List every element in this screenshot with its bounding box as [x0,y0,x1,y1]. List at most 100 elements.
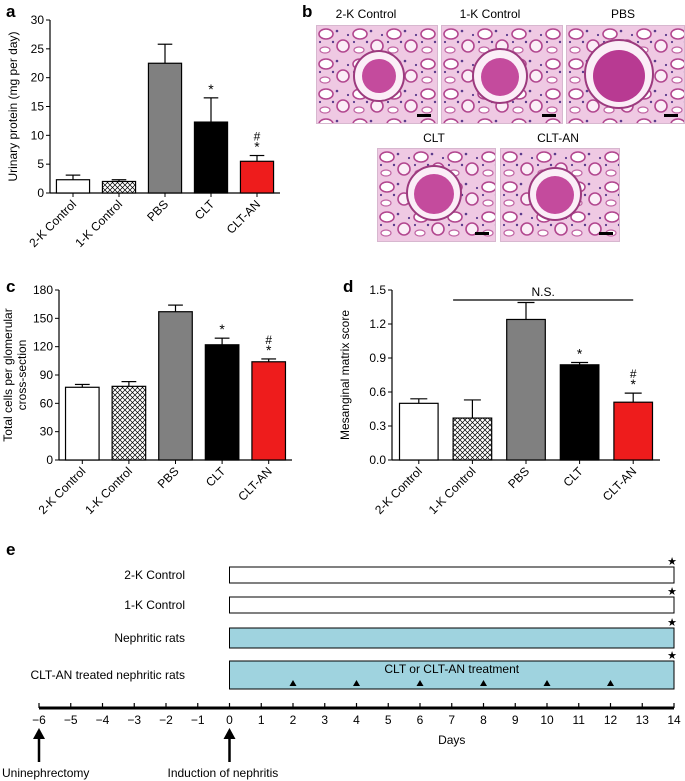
micrograph-label-clt: CLT [423,131,445,145]
significance-mark: * [266,342,272,358]
x-tick-label: CLT [192,197,218,223]
panel-label-e: e [6,540,15,559]
y-axis-label: cross-section [15,340,29,411]
day-tick-label: 12 [604,713,618,727]
y-tick-label: 120 [33,340,53,354]
y-tick-label: 20 [31,71,45,85]
bar-clt [204,344,240,461]
significance-mark: * [208,81,214,97]
treatment-triangle [416,680,424,686]
treatment-triangle [543,680,551,686]
y-tick-label: 10 [31,128,45,142]
day-tick-label: −4 [96,713,110,727]
day-tick-label: 7 [448,713,455,727]
y-tick-label: 180 [33,283,53,297]
y-axis-label: Mesanginal matrix score [338,310,352,440]
bar-clt [559,364,600,461]
x-tick-label: CLT-AN [235,464,274,503]
timeline-diagram: 2-K Control ★ 1-K Control ★ Nephritic rats ★ C… [2,556,681,780]
scale-bar [417,114,431,117]
micrograph-label-pbs: PBS [610,7,635,21]
ns-label: N.S. [531,285,554,299]
bar-1-k-control [101,180,137,194]
micrograph-2k-control [316,25,438,124]
timeline-row-label: CLT-AN treated nephritic rats [30,668,185,682]
y-tick-label: 25 [31,42,45,56]
y-tick-label: 0.3 [369,419,386,433]
y-tick-label: 90 [40,368,54,382]
treatment-label: CLT or CLT-AN treatment [384,662,519,676]
significance-mark: * [630,376,636,392]
y-tick-label: 30 [40,425,54,439]
x-tick-label: CLT-AN [224,197,263,236]
day-tick-label: 1 [258,713,265,727]
x-tick-label: CLT [203,464,229,490]
micrograph-1k-control [441,25,563,124]
x-tick-label: 1-K Control [426,464,479,517]
endpoint-star: ★ [667,586,677,598]
day-tick-label: 5 [385,713,392,727]
significance-mark: # [265,333,272,347]
significance-mark: * [254,139,260,155]
micrograph-label-cltan: CLT-AN [537,131,579,145]
x-tick-label: CLT [560,464,586,490]
treatment-triangle [353,680,360,686]
day-tick-label: 14 [667,713,681,727]
y-tick-label: 0.0 [369,453,386,467]
x-tick-label: 2-K Control [372,464,425,517]
y-tick-label: 0 [46,453,53,467]
y-tick-label: 150 [33,311,53,325]
x-tick-label: 2-K Control [36,464,89,517]
day-tick-label: 9 [512,713,519,727]
day-tick-label: −3 [127,713,141,727]
y-tick-label: 30 [31,13,45,27]
bar-pbs [147,62,183,194]
x-tick-label: PBS [505,464,532,491]
panel-label-d: d [343,277,353,296]
y-axis-label: Total cells per glomerular [1,308,15,441]
y-tick-label: 5 [37,157,44,171]
bar-2-k-control [64,386,100,461]
bar-2-k-control [398,402,439,461]
micrograph-label-2k: 2-K Control [335,7,397,21]
treatment-triangle [607,680,614,686]
day-tick-label: −5 [64,713,78,727]
x-tick-label: 1-K Control [82,464,135,517]
y-tick-label: 15 [31,100,45,114]
micrograph-pbs [566,25,685,124]
day-tick-label: 11 [573,713,586,727]
scale-bar [475,232,489,235]
day-tick-label: 3 [321,713,328,727]
chart-d: Mesanginal matrix score 0.0 0.3 0.6 0.9 1.2 1.… [338,283,660,517]
scale-bar [664,114,678,117]
panel-label-b: b [302,2,312,21]
bar-pbs [158,311,193,461]
timeline-row-label: Nephritic rats [114,631,185,645]
event-label: Uninephrectomy [2,766,89,780]
panel-label-a: a [6,2,16,21]
day-tick-label: 8 [480,713,487,727]
day-tick-label: 10 [540,713,554,727]
y-tick-label: 0.6 [369,385,386,399]
event-label: Induction of nephritis [168,766,279,780]
timeline-bar [229,566,675,584]
timeline-row-label: 2-K Control [124,568,185,582]
micrograph-clt [377,148,496,242]
micrograph-clt-an [500,148,620,242]
significance-mark: # [254,130,261,144]
bar-pbs [506,318,546,461]
scale-bar [599,232,613,235]
bar-1-k-control [111,385,147,461]
day-tick-label: −1 [191,713,205,727]
day-tick-label: 0 [226,713,233,727]
micrograph-label-1k: 1-K Control [459,7,521,21]
timeline-bar [229,660,675,690]
timeline-bar [229,627,675,649]
event-arrow-head [33,728,45,739]
bar-clt [193,121,229,194]
timeline-row-label: 1-K Control [124,598,185,612]
day-tick-label: 6 [417,713,424,727]
panel-label-c: c [6,277,15,296]
treatment-triangle [480,680,487,686]
